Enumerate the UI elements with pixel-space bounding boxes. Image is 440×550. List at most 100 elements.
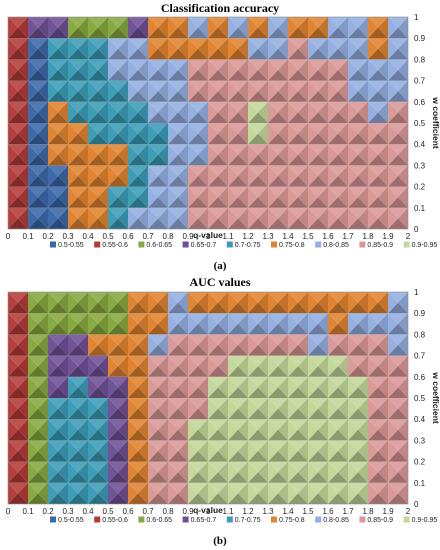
cell-facet	[248, 292, 258, 314]
cell-facet	[328, 345, 348, 356]
cell-facet	[188, 376, 208, 388]
surface-cell	[288, 376, 308, 398]
surface-cell	[28, 123, 48, 145]
cell-facet	[108, 334, 118, 356]
cell-facet	[218, 398, 228, 420]
cell-facet	[368, 48, 388, 60]
cell-facet	[168, 482, 188, 494]
cell-facet	[308, 334, 318, 356]
cell-facet	[228, 123, 238, 145]
cell-facet	[238, 38, 248, 60]
cell-facet	[188, 38, 198, 60]
cell-facet	[88, 101, 98, 123]
cell-facet	[268, 218, 288, 229]
cell-facet	[268, 419, 288, 430]
cell-facet	[68, 197, 88, 208]
surface-cell	[228, 207, 248, 229]
cell-facet	[48, 80, 58, 102]
cell-facet	[128, 440, 138, 462]
cell-facet	[198, 144, 208, 166]
cell-facet	[128, 419, 148, 430]
surface-cell	[388, 440, 408, 462]
cell-facet	[28, 112, 48, 123]
cell-facet	[148, 17, 168, 28]
surface-cell	[368, 17, 388, 39]
cell-facet	[128, 472, 148, 483]
cell-facet	[288, 123, 298, 145]
cell-facet	[48, 398, 58, 420]
cell-facet	[138, 165, 148, 187]
cell-facet	[208, 91, 228, 102]
cell-facet	[238, 123, 248, 145]
cell-facet	[148, 176, 168, 187]
cell-facet	[348, 48, 368, 60]
surface-cell	[228, 419, 248, 441]
surface-cell	[368, 376, 388, 398]
cell-facet	[38, 17, 48, 39]
cell-facet	[138, 17, 148, 39]
surface-cell	[248, 17, 268, 39]
cell-facet	[298, 398, 308, 420]
cell-facet	[288, 197, 308, 208]
cell-facet	[178, 207, 188, 229]
cell-facet	[8, 144, 18, 166]
cell-facet	[308, 408, 328, 420]
cell-facet	[328, 144, 348, 155]
cell-facet	[248, 165, 268, 176]
surface-cell	[8, 207, 28, 229]
cell-facet	[88, 323, 108, 335]
surface-cell	[68, 207, 88, 229]
cell-facet	[148, 144, 168, 155]
cell-facet	[208, 334, 228, 345]
surface-cell	[68, 376, 88, 398]
cell-facet	[168, 493, 188, 504]
surface-cell	[228, 398, 248, 420]
cell-facet	[248, 186, 268, 198]
cell-facet	[28, 408, 48, 420]
cell-facet	[168, 165, 188, 176]
cell-facet	[308, 176, 328, 187]
cell-facet	[118, 59, 128, 81]
cell-facet	[68, 376, 88, 388]
cell-facet	[8, 398, 28, 409]
cell-facet	[8, 408, 28, 420]
cell-facet	[88, 27, 108, 39]
cell-facet	[128, 101, 138, 123]
cell-facet	[188, 80, 208, 92]
cell-facet	[338, 440, 348, 462]
cell-facet	[128, 91, 148, 102]
cell-facet	[18, 38, 28, 60]
surface-cell	[108, 80, 128, 102]
surface-cell	[88, 440, 108, 462]
cell-facet	[58, 313, 68, 335]
surface-cell	[248, 376, 268, 398]
surface-cell	[128, 101, 148, 123]
cell-facet	[148, 323, 168, 335]
cell-facet	[28, 186, 48, 198]
cell-facet	[308, 482, 328, 494]
surface-cell	[368, 38, 388, 60]
surface-cell	[108, 101, 128, 123]
cell-facet	[208, 207, 228, 219]
x-tick-label: 0.9	[182, 507, 194, 516]
cell-facet	[118, 292, 128, 314]
cell-facet	[248, 70, 268, 81]
cell-facet	[88, 207, 98, 229]
cell-facet	[288, 207, 298, 229]
cell-facet	[238, 144, 248, 166]
cell-facet	[128, 355, 148, 367]
legend-swatch	[94, 516, 101, 523]
surface-cell	[28, 144, 48, 166]
cell-facet	[78, 186, 88, 208]
cell-facet	[378, 17, 388, 39]
cell-facet	[8, 355, 18, 377]
surface-cell	[348, 440, 368, 462]
cell-facet	[118, 482, 128, 504]
cell-facet	[118, 17, 128, 39]
cell-facet	[168, 218, 188, 229]
cell-facet	[188, 101, 198, 123]
cell-facet	[348, 144, 358, 166]
cell-facet	[378, 419, 388, 441]
cell-facet	[128, 451, 148, 462]
surface-cell	[128, 440, 148, 462]
